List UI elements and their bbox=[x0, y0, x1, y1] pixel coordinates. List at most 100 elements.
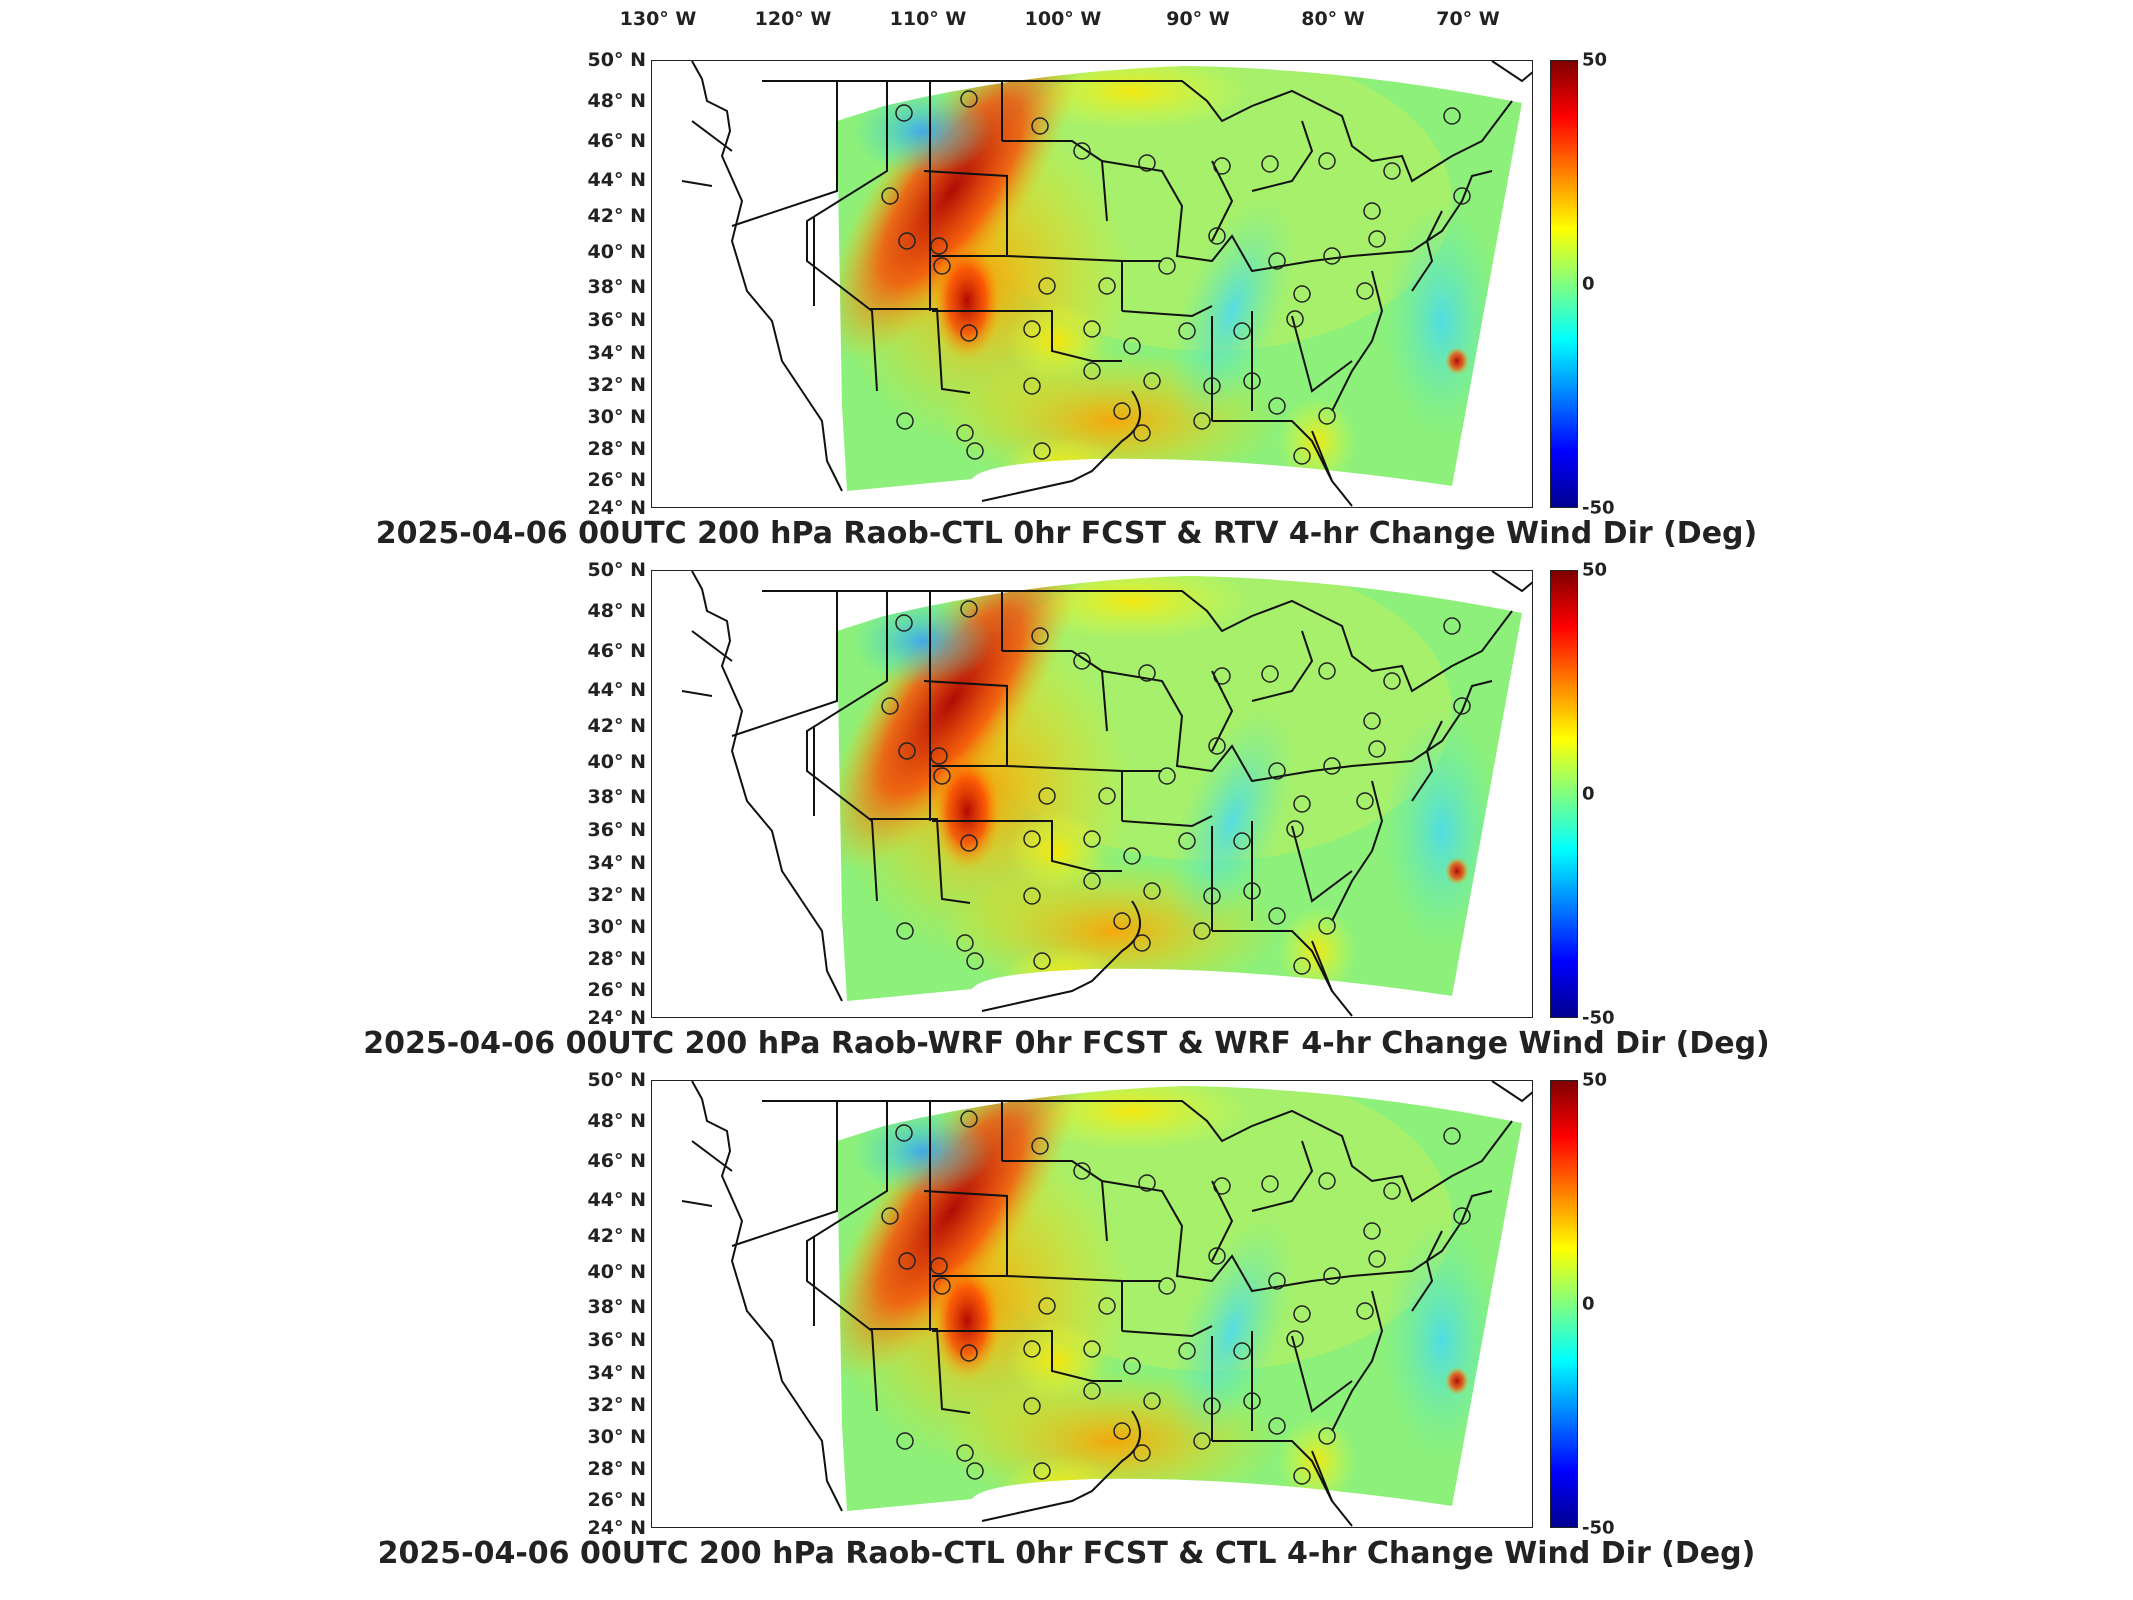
lat-label: 36° N bbox=[587, 1329, 646, 1351]
colorbar-mid-label: 0 bbox=[1582, 1293, 1595, 1315]
raob-station-marker bbox=[1356, 792, 1374, 810]
raob-station-marker bbox=[1083, 1382, 1101, 1400]
raob-stations bbox=[881, 600, 1471, 975]
raob-station-marker bbox=[960, 834, 978, 852]
map-frame bbox=[651, 1080, 1533, 1528]
raob-station-marker bbox=[1133, 934, 1151, 952]
raob-station-marker bbox=[1268, 397, 1286, 415]
raob-station-marker bbox=[1208, 737, 1226, 755]
map-panel-3: 50° N 48° N 46° N 44° N 42° N 40° N 38° N 36° N… bbox=[0, 1069, 2133, 1590]
wind-dir-field bbox=[837, 66, 1522, 491]
raob-station-marker bbox=[956, 424, 974, 442]
raob-station-marker bbox=[933, 1277, 951, 1295]
lat-label: 44° N bbox=[587, 169, 646, 191]
map-svg bbox=[681, 571, 1532, 1017]
raob-station-marker bbox=[1143, 372, 1161, 390]
raob-station-marker bbox=[960, 1110, 978, 1128]
raob-station-marker bbox=[1083, 320, 1101, 338]
lat-label: 34° N bbox=[587, 1362, 646, 1384]
raob-station-marker bbox=[895, 614, 913, 632]
lat-label: 28° N bbox=[587, 1458, 646, 1480]
raob-station-marker bbox=[1243, 1392, 1261, 1410]
raob-station-marker bbox=[1143, 882, 1161, 900]
raob-station-marker bbox=[1453, 187, 1471, 205]
raob-station-marker bbox=[1261, 1175, 1279, 1193]
panel-title: 2025-04-06 00UTC 200 hPa Raob-CTL 0hr FC… bbox=[377, 1536, 1756, 1571]
lat-label: 24° N bbox=[587, 497, 646, 519]
lat-label: 42° N bbox=[587, 205, 646, 227]
lon-label-110w: 110° W bbox=[889, 8, 967, 30]
raob-station-marker bbox=[1293, 1467, 1311, 1485]
colorbar-max-label: 50 bbox=[1582, 1069, 1608, 1091]
raob-station-marker bbox=[1193, 1432, 1211, 1450]
colorbar-min-label: -50 bbox=[1582, 1007, 1615, 1029]
raob-station-marker bbox=[1038, 787, 1056, 805]
raob-station-marker bbox=[881, 1207, 899, 1225]
raob-station-marker bbox=[1023, 1397, 1041, 1415]
raob-station-marker bbox=[930, 1257, 948, 1275]
raob-station-marker bbox=[1213, 667, 1231, 685]
raob-station-marker bbox=[956, 934, 974, 952]
raob-station-marker bbox=[1443, 107, 1461, 125]
raob-station-marker bbox=[1098, 1297, 1116, 1315]
raob-station-marker bbox=[960, 600, 978, 618]
map-svg bbox=[681, 1081, 1532, 1527]
lat-label: 26° N bbox=[587, 469, 646, 491]
raob-station-marker bbox=[1123, 1357, 1141, 1375]
raob-station-marker bbox=[1158, 257, 1176, 275]
raob-station-marker bbox=[1138, 664, 1156, 682]
raob-station-marker bbox=[1023, 830, 1041, 848]
raob-station-marker bbox=[1368, 1250, 1386, 1268]
lat-label: 30° N bbox=[587, 406, 646, 428]
raob-station-marker bbox=[1383, 1182, 1401, 1200]
map-frame bbox=[651, 60, 1533, 508]
raob-station-marker bbox=[966, 1462, 984, 1480]
panel-title: 2025-04-06 00UTC 200 hPa Raob-CTL 0hr FC… bbox=[375, 516, 1758, 551]
raob-station-marker bbox=[1453, 697, 1471, 715]
raob-station-marker bbox=[1203, 377, 1221, 395]
raob-station-marker bbox=[1383, 672, 1401, 690]
raob-station-marker bbox=[1158, 1277, 1176, 1295]
raob-station-marker bbox=[1286, 1330, 1304, 1348]
raob-station-marker bbox=[1368, 740, 1386, 758]
raob-station-marker bbox=[1033, 1462, 1051, 1480]
raob-station-marker bbox=[1033, 952, 1051, 970]
raob-station-marker bbox=[960, 1344, 978, 1362]
raob-station-marker bbox=[1178, 1342, 1196, 1360]
raob-station-marker bbox=[1178, 832, 1196, 850]
lat-label: 44° N bbox=[587, 1189, 646, 1211]
raob-station-marker bbox=[1023, 320, 1041, 338]
raob-station-marker bbox=[1243, 372, 1261, 390]
lat-label: 48° N bbox=[587, 1110, 646, 1132]
raob-station-marker bbox=[1318, 662, 1336, 680]
raob-station-marker bbox=[1138, 154, 1156, 172]
raob-station-marker bbox=[1368, 230, 1386, 248]
lat-label: 42° N bbox=[587, 715, 646, 737]
lat-label: 48° N bbox=[587, 90, 646, 112]
raob-station-marker bbox=[1138, 1174, 1156, 1192]
raob-station-marker bbox=[1453, 1207, 1471, 1225]
raob-station-marker bbox=[1293, 447, 1311, 465]
raob-station-marker bbox=[1233, 1342, 1251, 1360]
raob-station-marker bbox=[1356, 282, 1374, 300]
raob-station-marker bbox=[1208, 1247, 1226, 1265]
raob-station-marker bbox=[1318, 1427, 1336, 1445]
lon-label-130w: 130° W bbox=[619, 8, 697, 30]
raob-station-marker bbox=[1318, 917, 1336, 935]
raob-station-marker bbox=[1208, 227, 1226, 245]
raob-station-marker bbox=[898, 742, 916, 760]
lat-label: 30° N bbox=[587, 916, 646, 938]
raob-station-marker bbox=[1268, 1272, 1286, 1290]
lat-label: 38° N bbox=[587, 1296, 646, 1318]
colorbar-max-label: 50 bbox=[1582, 49, 1608, 71]
colorbar bbox=[1550, 60, 1578, 508]
raob-station-marker bbox=[896, 1432, 914, 1450]
raob-station-marker bbox=[1268, 907, 1286, 925]
raob-station-marker bbox=[1443, 617, 1461, 635]
raob-station-marker bbox=[898, 232, 916, 250]
colorbar bbox=[1550, 570, 1578, 1018]
raob-station-marker bbox=[956, 1444, 974, 1462]
raob-station-marker bbox=[1286, 310, 1304, 328]
raob-station-marker bbox=[1356, 1302, 1374, 1320]
raob-station-marker bbox=[1073, 1162, 1091, 1180]
